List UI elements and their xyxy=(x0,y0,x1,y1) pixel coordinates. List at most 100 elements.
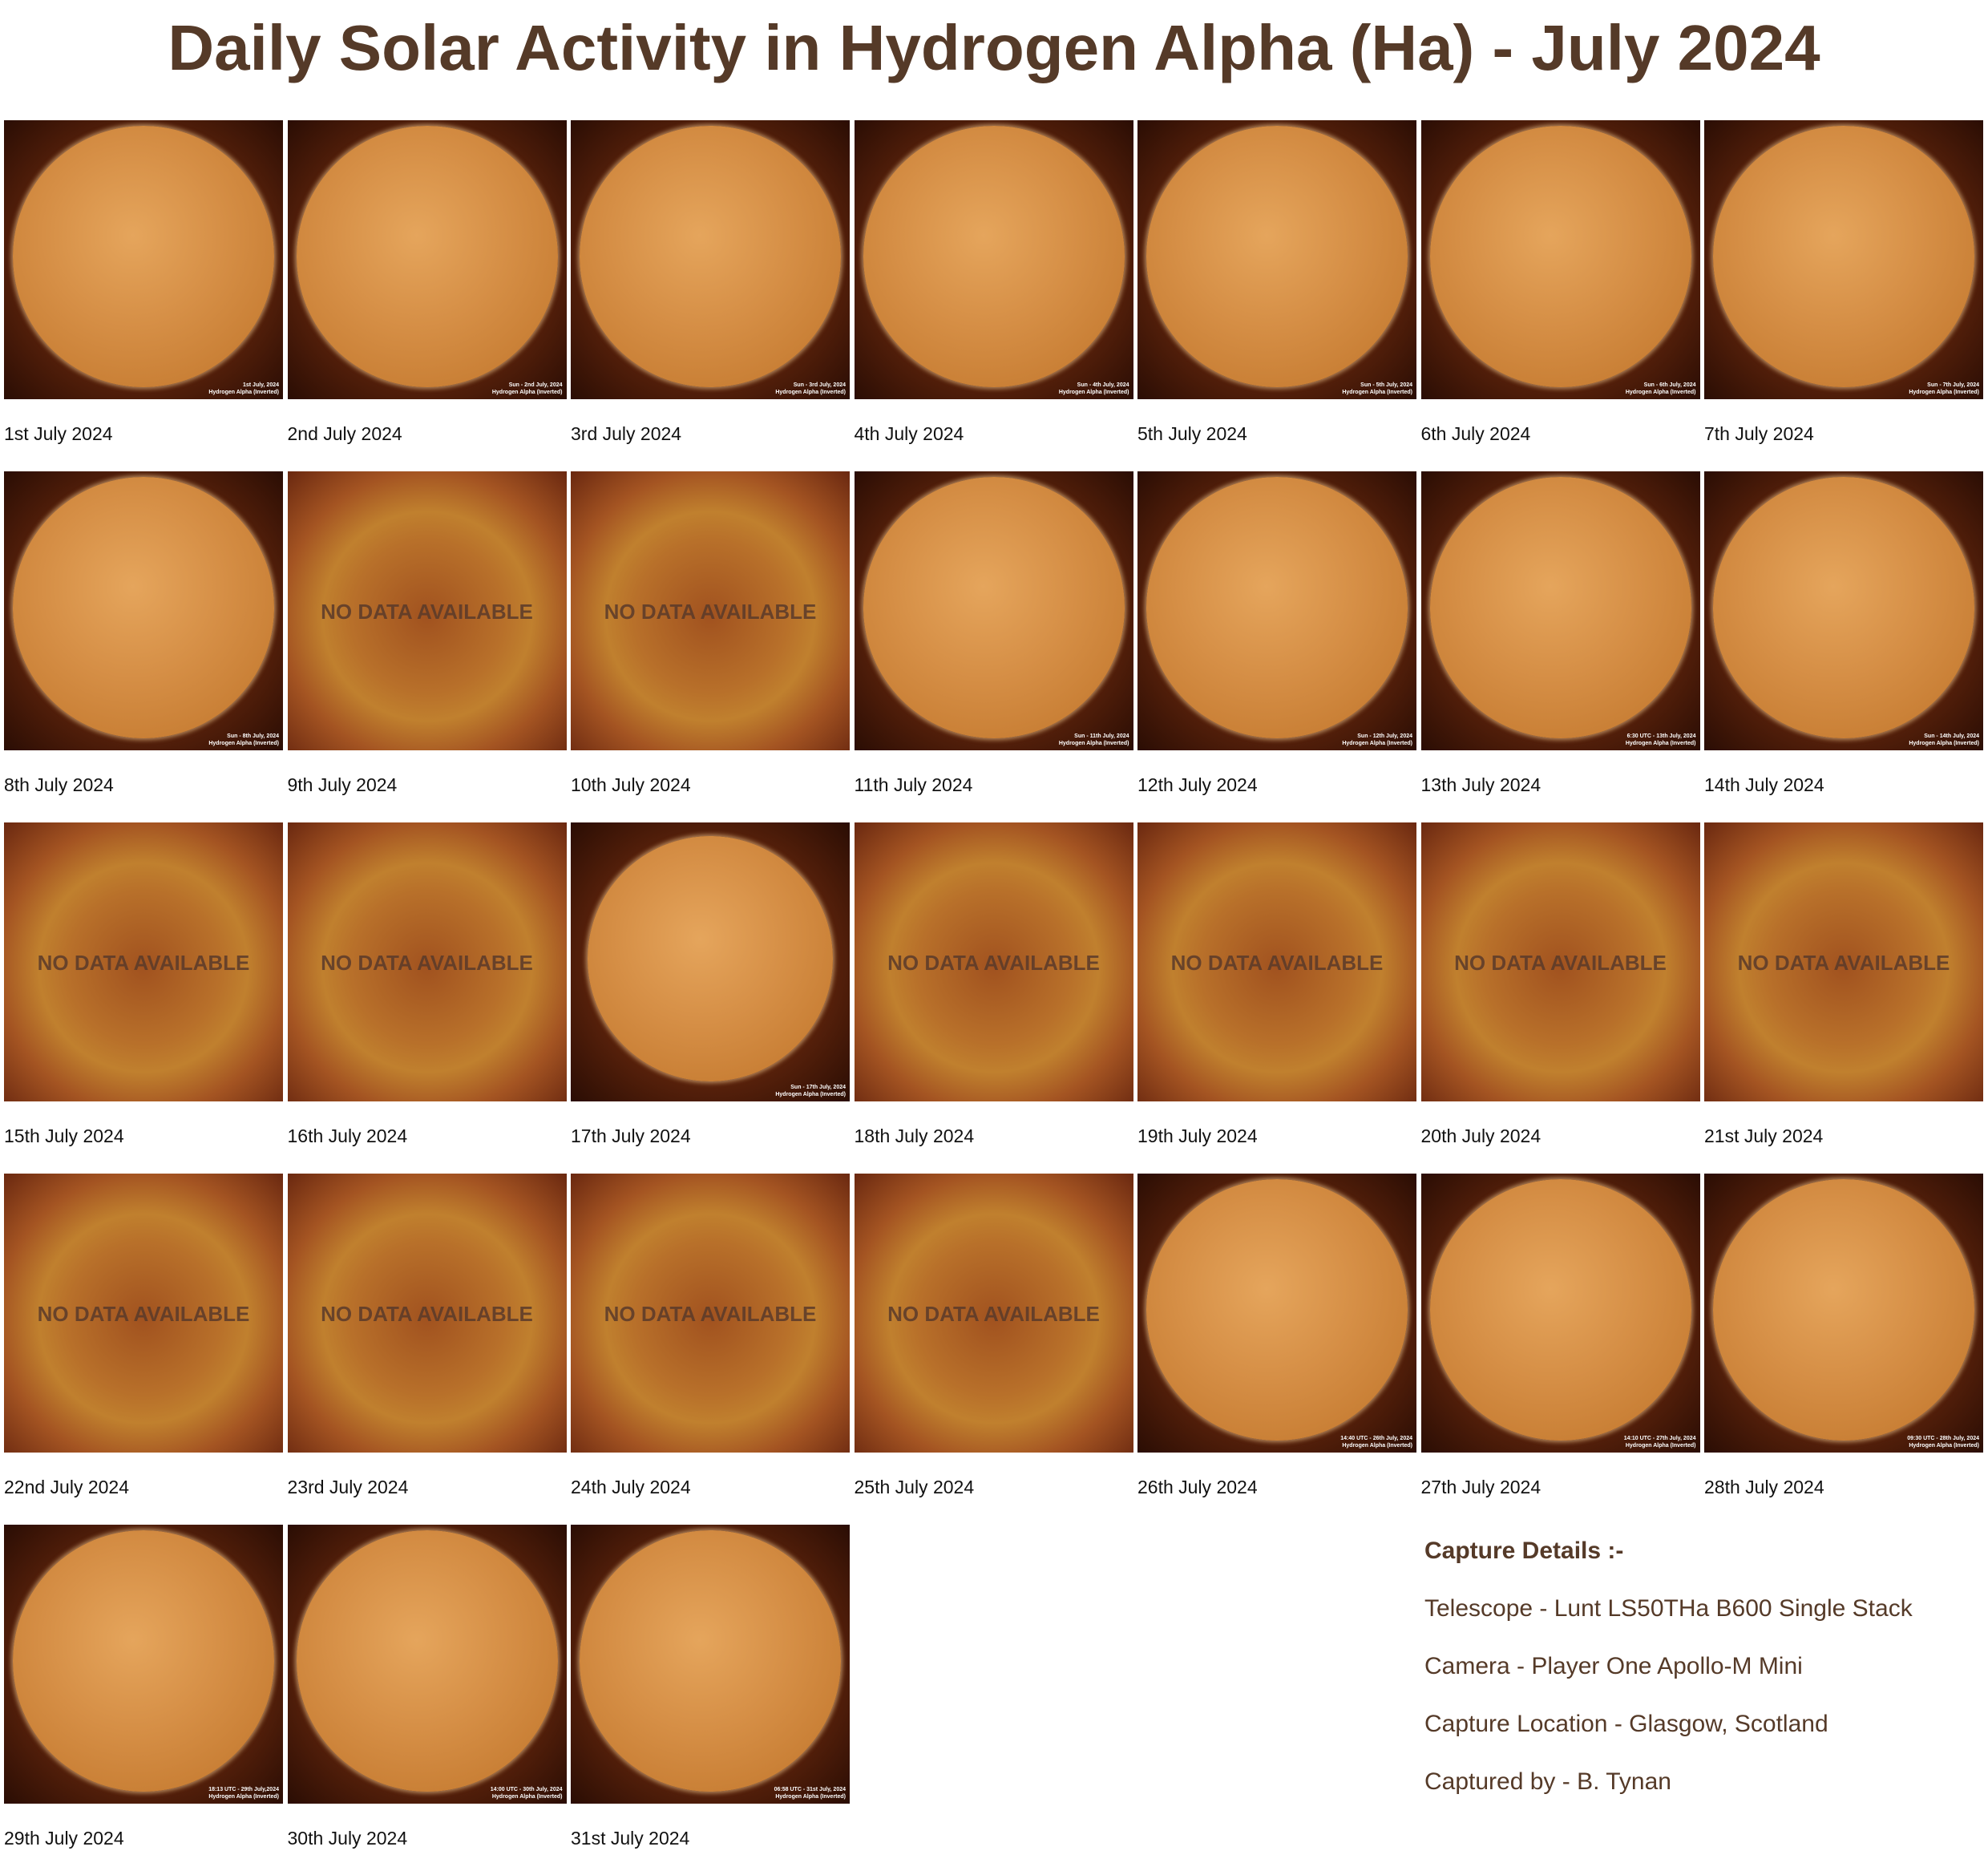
sun-disk xyxy=(580,126,841,387)
no-data-tile: NO DATA AVAILABLE xyxy=(287,822,567,1101)
sun-disk xyxy=(13,126,274,387)
image-stamp: 1st July, 2024 xyxy=(242,382,279,388)
day-caption: 19th July 2024 xyxy=(1137,1125,1258,1146)
image-stamp: Sun - 2nd July, 2024 xyxy=(508,382,563,388)
image-stamp: Sun - 5th July, 2024 xyxy=(1360,382,1412,388)
day-caption: 7th July 2024 xyxy=(1704,423,1814,444)
day-caption: 21st July 2024 xyxy=(1704,1125,1824,1146)
sun-image: 14:10 UTC - 27th July, 2024 Hydrogen Alph… xyxy=(1420,1174,1700,1453)
day-caption: 17th July 2024 xyxy=(571,1125,691,1146)
image-stamp: Sun - 6th July, 2024 xyxy=(1643,382,1696,388)
sun-disk xyxy=(863,477,1125,738)
no-data-label: NO DATA AVAILABLE xyxy=(604,600,817,624)
image-stamp: Hydrogen Alpha (Inverted) xyxy=(775,1794,846,1800)
sun-image: Sun - 17th July, 2024 Hydrogen Alpha (Inv… xyxy=(571,822,850,1101)
no-data-tile: NO DATA AVAILABLE xyxy=(571,471,850,750)
no-data-tile: NO DATA AVAILABLE xyxy=(1137,822,1416,1101)
day-caption: 4th July 2024 xyxy=(854,423,964,444)
image-stamp: Sun - 3rd July, 2024 xyxy=(793,382,846,388)
image-stamp: Hydrogen Alpha (Inverted) xyxy=(1342,1443,1412,1449)
sun-image: 14:00 UTC - 30th July, 2024 Hydrogen Alph… xyxy=(287,1525,567,1804)
image-stamp: 18:13 UTC - 29th July,2024 xyxy=(208,1787,279,1792)
no-data-label: NO DATA AVAILABLE xyxy=(321,600,533,624)
image-stamp: Sun - 11th July, 2024 xyxy=(1074,733,1129,739)
no-data-label: NO DATA AVAILABLE xyxy=(37,951,250,975)
sun-disk xyxy=(1429,477,1691,738)
sun-image: Sun - 8th July, 2024 Hydrogen Alpha (Inve… xyxy=(4,471,283,750)
day-caption: 10th July 2024 xyxy=(571,774,691,795)
image-stamp: Sun - 8th July, 2024 xyxy=(227,733,279,739)
image-stamp: 14:40 UTC - 26th July, 2024 xyxy=(1340,1436,1412,1441)
sun-image: Sun - 6th July, 2024 Hydrogen Alpha (Inve… xyxy=(1420,120,1700,399)
sun-image: Sun - 3rd July, 2024 Hydrogen Alpha (Inve… xyxy=(571,120,850,399)
no-data-tile: NO DATA AVAILABLE xyxy=(1704,822,1983,1101)
no-data-label: NO DATA AVAILABLE xyxy=(321,951,533,975)
no-data-tile: NO DATA AVAILABLE xyxy=(854,1174,1133,1453)
day-caption: 29th July 2024 xyxy=(4,1828,124,1849)
image-stamp: Hydrogen Alpha (Inverted) xyxy=(1909,741,1979,746)
day-caption: 12th July 2024 xyxy=(1137,774,1258,795)
image-stamp: Sun - 17th July, 2024 xyxy=(790,1085,846,1090)
sun-image: 18:13 UTC - 29th July,2024 Hydrogen Alpha… xyxy=(4,1525,283,1804)
no-data-label: NO DATA AVAILABLE xyxy=(887,1302,1100,1326)
image-stamp: Hydrogen Alpha (Inverted) xyxy=(208,741,279,746)
image-stamp: Hydrogen Alpha (Inverted) xyxy=(208,390,279,395)
sun-disk xyxy=(1429,1179,1691,1441)
image-stamp: 14:00 UTC - 30th July, 2024 xyxy=(490,1787,563,1792)
no-data-label: NO DATA AVAILABLE xyxy=(1737,951,1950,975)
day-caption: 22nd July 2024 xyxy=(4,1477,130,1497)
day-caption: 28th July 2024 xyxy=(1704,1477,1824,1497)
sun-disk xyxy=(580,1530,841,1792)
image-stamp: Sun - 4th July, 2024 xyxy=(1077,382,1129,388)
sun-disk xyxy=(1146,1179,1408,1441)
image-stamp: Hydrogen Alpha (Inverted) xyxy=(1625,1443,1696,1449)
sun-disk xyxy=(1429,126,1691,387)
details-line: Camera - Player One Apollo-M Mini xyxy=(1424,1653,1803,1679)
sun-disk xyxy=(13,1530,274,1792)
no-data-tile: NO DATA AVAILABLE xyxy=(854,822,1133,1101)
image-stamp: Hydrogen Alpha (Inverted) xyxy=(491,390,563,395)
no-data-tile: NO DATA AVAILABLE xyxy=(1420,822,1700,1101)
day-caption: 18th July 2024 xyxy=(854,1125,975,1146)
day-caption: 25th July 2024 xyxy=(854,1477,975,1497)
sun-disk xyxy=(1713,1179,1974,1441)
day-caption: 1st July 2024 xyxy=(4,423,113,444)
day-caption: 26th July 2024 xyxy=(1137,1477,1258,1497)
sun-image: 1st July, 2024 Hydrogen Alpha (Inverted) xyxy=(4,120,283,399)
day-caption: 15th July 2024 xyxy=(4,1125,124,1146)
sun-disk xyxy=(296,1530,558,1792)
details-heading: Capture Details :- xyxy=(1424,1538,1624,1564)
sun-image: 06:58 UTC - 31st July, 2024 Hydrogen Alph… xyxy=(571,1525,850,1804)
day-caption: 5th July 2024 xyxy=(1137,423,1247,444)
image-stamp: Hydrogen Alpha (Inverted) xyxy=(1625,390,1696,395)
sun-disk xyxy=(1713,477,1974,738)
day-caption: 13th July 2024 xyxy=(1420,774,1542,795)
no-data-tile: NO DATA AVAILABLE xyxy=(287,471,567,750)
day-caption: 27th July 2024 xyxy=(1420,1477,1542,1497)
image-stamp: Sun - 14th July, 2024 xyxy=(1924,733,1979,739)
sun-disk xyxy=(863,126,1125,387)
image-stamp: Hydrogen Alpha (Inverted) xyxy=(1909,1443,1979,1449)
sun-image: Sun - 5th July, 2024 Hydrogen Alpha (Inve… xyxy=(1137,120,1416,399)
no-data-tile: NO DATA AVAILABLE xyxy=(4,1174,283,1453)
day-caption: 3rd July 2024 xyxy=(571,423,682,444)
image-stamp: Sun - 12th July, 2024 xyxy=(1357,733,1412,739)
no-data-tile: NO DATA AVAILABLE xyxy=(4,822,283,1101)
day-caption: 11th July 2024 xyxy=(854,774,973,795)
sun-disk xyxy=(1713,126,1974,387)
image-stamp: Hydrogen Alpha (Inverted) xyxy=(1342,741,1412,746)
no-data-label: NO DATA AVAILABLE xyxy=(1170,951,1384,975)
sun-image: Sun - 14th July, 2024 Hydrogen Alpha (Inv… xyxy=(1704,471,1983,750)
no-data-tile: NO DATA AVAILABLE xyxy=(287,1174,567,1453)
day-caption: 2nd July 2024 xyxy=(287,423,402,444)
image-stamp: Hydrogen Alpha (Inverted) xyxy=(775,390,846,395)
sun-disk xyxy=(296,126,558,387)
image-stamp: Hydrogen Alpha (Inverted) xyxy=(491,1794,563,1800)
sun-disk xyxy=(588,836,833,1081)
no-data-label: NO DATA AVAILABLE xyxy=(321,1302,533,1326)
image-stamp: Hydrogen Alpha (Inverted) xyxy=(208,1794,279,1800)
day-caption: 24th July 2024 xyxy=(571,1477,691,1497)
sun-image: 09:30 UTC - 28th July, 2024 Hydrogen Alph… xyxy=(1704,1174,1983,1453)
no-data-label: NO DATA AVAILABLE xyxy=(887,951,1100,975)
